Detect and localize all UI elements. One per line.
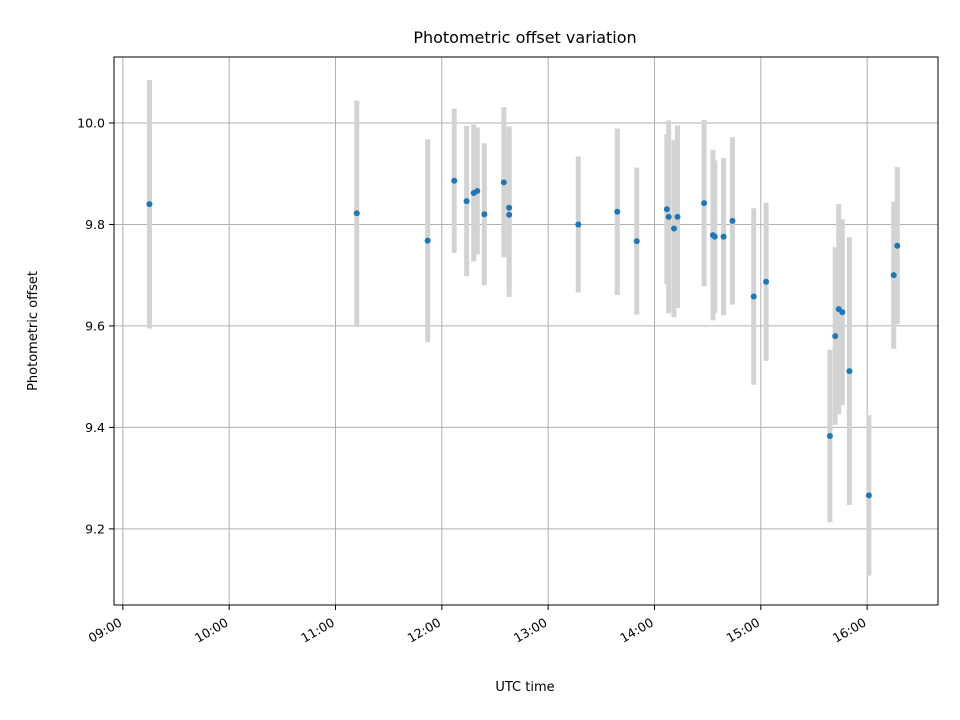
data-point xyxy=(353,210,360,217)
y-tick-label: 9.2 xyxy=(85,521,105,536)
y-tick-label: 9.8 xyxy=(85,217,105,232)
data-point xyxy=(839,309,846,316)
data-point xyxy=(663,206,670,213)
data-point xyxy=(575,221,582,228)
data-point xyxy=(674,213,681,220)
y-tick-label: 9.6 xyxy=(85,318,105,333)
data-point xyxy=(890,272,897,279)
data-point xyxy=(633,238,640,245)
data-point xyxy=(474,187,481,194)
plot-frame xyxy=(113,56,939,606)
data-point xyxy=(865,492,872,499)
data-point xyxy=(146,201,153,208)
data-point xyxy=(665,213,672,220)
y-axis: 9.2 9.4 9.6 9.8 10.0 xyxy=(77,115,114,536)
data-point xyxy=(894,242,901,249)
data-point xyxy=(506,204,513,211)
data-point xyxy=(729,217,736,224)
data-point xyxy=(711,233,718,240)
y-axis-label: Photometric offset xyxy=(26,271,41,391)
data-point xyxy=(763,278,770,285)
data-point xyxy=(701,200,708,207)
grid xyxy=(114,57,938,605)
data-point xyxy=(500,179,507,186)
data-point xyxy=(832,333,839,340)
y-tick-label: 10.0 xyxy=(77,115,105,130)
data-point xyxy=(481,211,488,218)
y-tick-label: 9.4 xyxy=(85,420,105,435)
data-point xyxy=(506,211,513,218)
data-point xyxy=(846,368,853,375)
data-point xyxy=(670,225,677,232)
data-point xyxy=(750,293,757,300)
data-point xyxy=(614,208,621,215)
data-points xyxy=(146,177,901,499)
data-point xyxy=(463,198,470,205)
data-point xyxy=(720,233,727,240)
data-point xyxy=(424,237,431,244)
data-point xyxy=(826,433,833,440)
chart-title: Photometric offset variation xyxy=(413,28,636,47)
x-axis-label: UTC time xyxy=(495,680,554,695)
data-point xyxy=(451,177,458,184)
